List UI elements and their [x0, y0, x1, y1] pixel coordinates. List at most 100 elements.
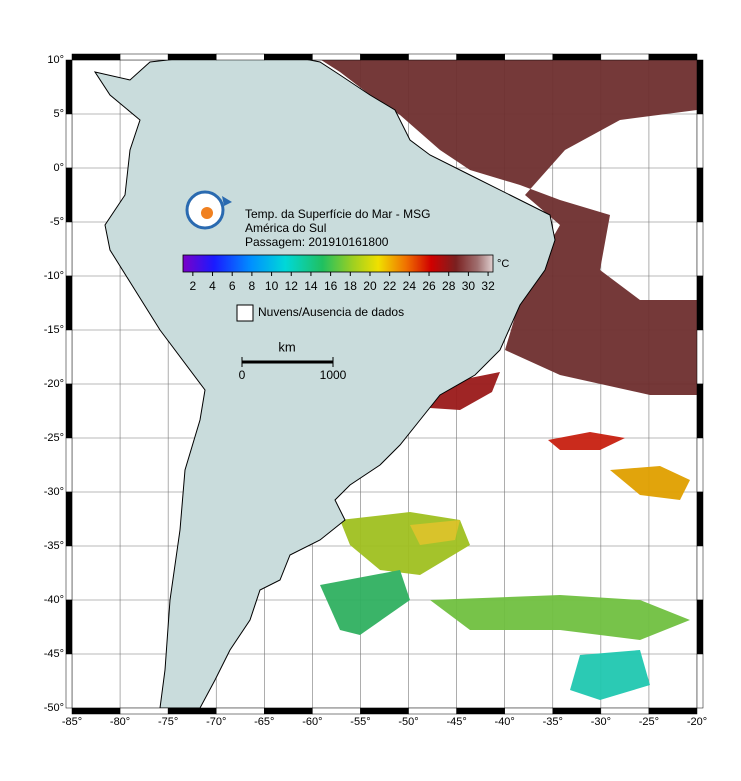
- pass-time: Passagem: 201910161800: [245, 235, 389, 249]
- sst-warm: [548, 432, 625, 450]
- lat-label: -35°: [44, 540, 64, 552]
- frame-segment: [696, 329, 704, 385]
- lon-label: -65°: [254, 716, 274, 728]
- colorbar-label: 12: [285, 279, 299, 293]
- lat-label: 5°: [53, 108, 64, 120]
- frame-segment: [600, 53, 650, 61]
- colorbar-label: 32: [481, 279, 495, 293]
- frame-segment: [119, 707, 169, 715]
- frame-segment: [65, 329, 73, 385]
- colorbar-label: 20: [363, 279, 377, 293]
- scale-label: 0: [239, 368, 246, 382]
- frame-segment: [552, 53, 602, 61]
- frame-segment: [71, 53, 121, 61]
- frame-segment: [648, 53, 698, 61]
- colorbar-label: 22: [383, 279, 397, 293]
- frame-segment: [312, 707, 361, 715]
- frame-segment: [65, 437, 73, 493]
- frame-segment: [65, 59, 73, 115]
- legend-label: Nuvens/Ausencia de dados: [258, 305, 404, 319]
- frame-segment: [696, 221, 704, 277]
- colorbar-label: 10: [265, 279, 279, 293]
- lat-label: -15°: [44, 324, 64, 336]
- sst-cool: [430, 595, 690, 640]
- legend-swatch: [236, 304, 254, 322]
- frame-segment: [65, 653, 73, 709]
- lat-label: -50°: [44, 702, 64, 714]
- sst-cold: [570, 650, 650, 700]
- scale-label: 1000: [320, 368, 347, 382]
- frame-segment: [215, 53, 265, 61]
- frame-segment: [360, 53, 409, 61]
- frame-segment: [504, 53, 554, 61]
- colorbar-label: 28: [442, 279, 456, 293]
- frame: [65, 53, 704, 715]
- frame-segment: [264, 707, 313, 715]
- frame-segment: [65, 275, 73, 331]
- subtitle: América do Sul: [245, 221, 326, 235]
- lat-label: 10°: [47, 54, 64, 66]
- sst-cool: [320, 570, 410, 635]
- sst-field: [318, 58, 697, 700]
- colorbar-label: 30: [462, 279, 476, 293]
- sst-warm: [430, 372, 500, 410]
- lon-label: -40°: [495, 716, 515, 728]
- lat-label: -20°: [44, 378, 64, 390]
- frame-segment: [65, 221, 73, 277]
- lon-label: -50°: [398, 716, 418, 728]
- frame-segment: [552, 707, 602, 715]
- frame-segment: [167, 707, 217, 715]
- colorbar-label: 4: [209, 279, 216, 293]
- frame-segment: [504, 707, 554, 715]
- frame-segment: [696, 59, 704, 115]
- frame-segment: [696, 383, 704, 439]
- lat-label: -45°: [44, 648, 64, 660]
- lon-label: -35°: [543, 716, 563, 728]
- lon-label: -60°: [302, 716, 322, 728]
- frame-segment: [696, 653, 704, 709]
- colorbar-label: 24: [403, 279, 417, 293]
- colorbar-label: 14: [304, 279, 318, 293]
- lat-label: -25°: [44, 432, 64, 444]
- frame-segment: [456, 707, 505, 715]
- frame-segment: [408, 53, 457, 61]
- frame-segment: [167, 53, 217, 61]
- colorbar-label: 18: [344, 279, 358, 293]
- sst-warm: [318, 58, 697, 395]
- lon-label: -30°: [591, 716, 611, 728]
- colorbar-label: 26: [422, 279, 436, 293]
- lat-label: 0°: [53, 162, 64, 174]
- frame-segment: [696, 275, 704, 331]
- frame-segment: [65, 167, 73, 223]
- frame-segment: [696, 167, 704, 223]
- colorbar-unit: °C: [497, 258, 509, 270]
- lat-label: -30°: [44, 486, 64, 498]
- colorbar-label: 2: [189, 279, 196, 293]
- frame-segment: [65, 545, 73, 601]
- sst-mid: [410, 520, 460, 545]
- frame-segment: [696, 491, 704, 547]
- frame-segment: [696, 599, 704, 655]
- frame-segment: [360, 707, 409, 715]
- lon-label: -55°: [350, 716, 370, 728]
- lat-label: -40°: [44, 594, 64, 606]
- title: Temp. da Superfície do Mar - MSG: [245, 207, 430, 221]
- sst-mid: [610, 466, 690, 500]
- frame-segment: [696, 437, 704, 493]
- lon-label: -75°: [158, 716, 178, 728]
- colorbar-label: 8: [249, 279, 256, 293]
- frame-segment: [456, 53, 505, 61]
- lat-label: -10°: [44, 270, 64, 282]
- lon-label: -85°: [62, 716, 82, 728]
- scale-unit: km: [278, 339, 295, 354]
- lon-label: -25°: [639, 716, 659, 728]
- colorbar-label: 6: [229, 279, 236, 293]
- lat-label: -5°: [50, 216, 64, 228]
- colorbar-label: 16: [324, 279, 338, 293]
- lon-label: -80°: [110, 716, 130, 728]
- frame-segment: [696, 113, 704, 169]
- logo: [185, 190, 232, 230]
- frame-segment: [119, 53, 169, 61]
